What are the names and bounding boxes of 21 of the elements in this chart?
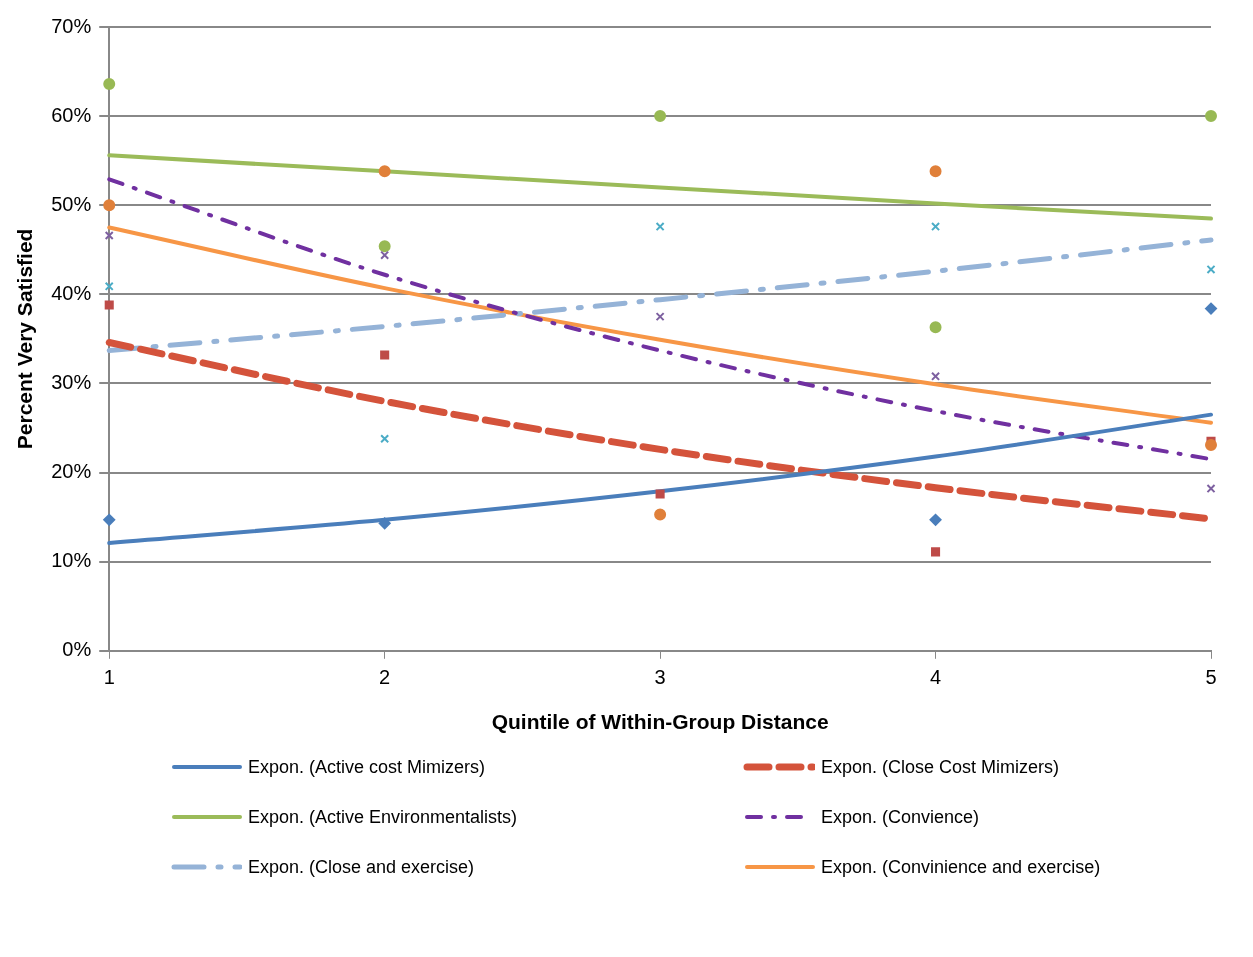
legend-label: Expon. (Active cost Mimizers) [248, 756, 486, 778]
x-tick-label: 1 [103, 666, 115, 689]
x-tick-label: 4 [929, 666, 942, 689]
legend-label: Expon. (Convinience and exercise) [821, 856, 1101, 878]
y-tick-label: 40% [51, 281, 92, 304]
legend-label: Expon. (Active Environmentalists) [248, 806, 518, 828]
y-tick-label: 0% [62, 638, 92, 661]
legend-label: Expon. (Close Cost Mimizers) [821, 756, 1060, 778]
x-tick-label: 3 [654, 666, 666, 689]
x-tick-label: 2 [379, 666, 391, 689]
y-tick-label: 10% [51, 549, 92, 572]
x-tick-label: 5 [1205, 666, 1217, 689]
y-tick-label: 50% [51, 192, 92, 215]
legend-label: Expon. (Convience) [821, 806, 980, 828]
x-axis-title: Quintile of Within-Group Distance [491, 710, 829, 734]
y-tick-label: 70% [51, 14, 92, 37]
y-tick-label: 60% [51, 103, 92, 126]
y-axis-title: Percent Very Satisfied [13, 228, 37, 450]
y-tick-label: 20% [51, 460, 92, 483]
y-tick-label: 30% [51, 370, 92, 393]
legend-label: Expon. (Close and exercise) [248, 856, 475, 878]
